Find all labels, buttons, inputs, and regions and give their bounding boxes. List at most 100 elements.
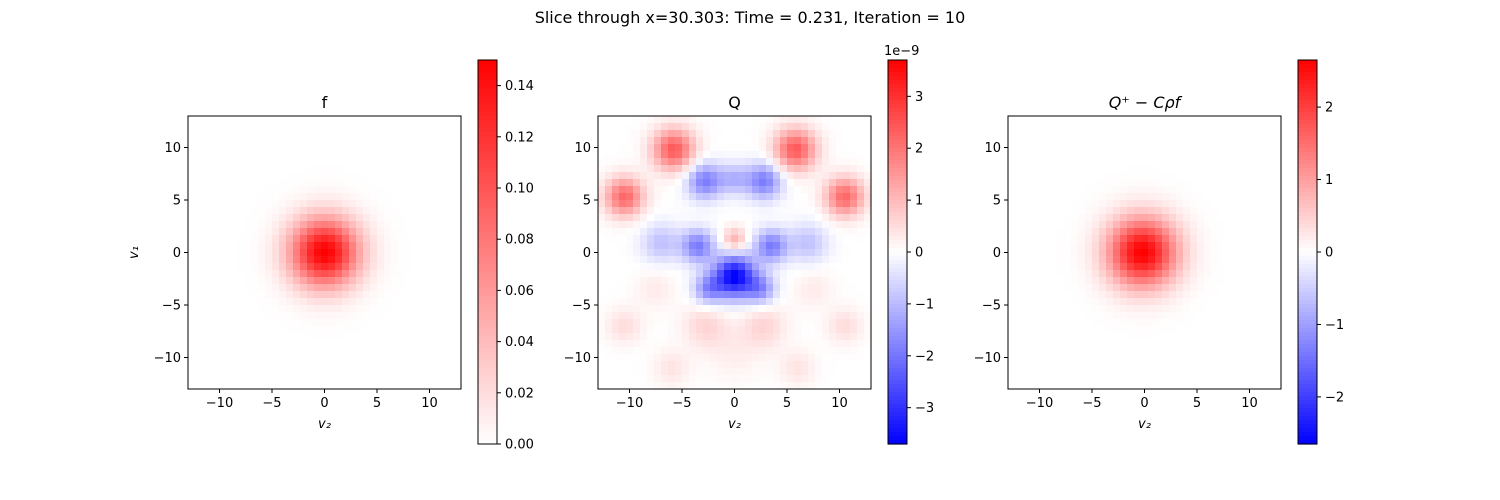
heatmap-cell xyxy=(202,144,210,152)
heatmap-cell xyxy=(342,165,350,173)
colorbar-segment xyxy=(888,328,907,333)
heatmap-cell xyxy=(745,221,753,229)
heatmap-cell xyxy=(223,333,231,341)
heatmap-cell xyxy=(237,256,245,264)
heatmap-cell xyxy=(1085,151,1093,159)
heatmap-cell xyxy=(696,165,704,173)
heatmap-cell xyxy=(1141,228,1149,236)
heatmap-cell xyxy=(328,382,336,390)
colorbar-tick-label: −3 xyxy=(915,401,934,416)
heatmap-cell xyxy=(1148,242,1156,250)
heatmap-cell xyxy=(1176,298,1184,306)
heatmap-cell xyxy=(223,151,231,159)
heatmap-cell xyxy=(426,207,434,215)
heatmap-cell xyxy=(1120,116,1128,124)
x-tick-label: 5 xyxy=(373,396,381,411)
heatmap-cell xyxy=(447,256,455,264)
colorbar-tick-label: 0.00 xyxy=(505,438,534,453)
heatmap-cell xyxy=(293,326,301,334)
heatmap-cell xyxy=(1239,354,1247,362)
heatmap-cell xyxy=(780,256,788,264)
heatmap-cell xyxy=(1211,305,1219,313)
heatmap-cell xyxy=(258,298,266,306)
heatmap-cell xyxy=(1036,179,1044,187)
heatmap-cell xyxy=(647,214,655,222)
heatmap-cell xyxy=(1225,151,1233,159)
heatmap-cell xyxy=(314,361,322,369)
heatmap-cell xyxy=(216,193,224,201)
colorbar-segment xyxy=(888,208,907,213)
heatmap-cell xyxy=(1008,368,1016,376)
heatmap-cell xyxy=(815,179,823,187)
heatmap-cell xyxy=(857,144,865,152)
heatmap-cell xyxy=(773,186,781,194)
heatmap-cell xyxy=(1260,375,1268,383)
heatmap-cell xyxy=(1043,144,1051,152)
heatmap-cell xyxy=(272,158,280,166)
heatmap-cell xyxy=(738,368,746,376)
heatmap-cell xyxy=(752,284,760,292)
heatmap-cell xyxy=(654,228,662,236)
heatmap-cell xyxy=(794,347,802,355)
heatmap-cell xyxy=(668,200,676,208)
heatmap-cell xyxy=(188,298,196,306)
heatmap-cell xyxy=(293,270,301,278)
heatmap-cell xyxy=(286,123,294,131)
heatmap-cell xyxy=(857,319,865,327)
heatmap-cell xyxy=(405,242,413,250)
heatmap-cell xyxy=(209,123,217,131)
heatmap-cell xyxy=(405,326,413,334)
heatmap-cell xyxy=(682,179,690,187)
heatmap-cell xyxy=(752,228,760,236)
heatmap-cell xyxy=(745,172,753,180)
heatmap-cell xyxy=(1099,116,1107,124)
heatmap-cell xyxy=(1113,123,1121,131)
heatmap-cell xyxy=(682,284,690,292)
heatmap-cell xyxy=(1148,326,1156,334)
heatmap-cell xyxy=(794,116,802,124)
heatmap-cell xyxy=(773,165,781,173)
heatmap-cell xyxy=(251,165,259,173)
heatmap-cell xyxy=(633,347,641,355)
heatmap-cell xyxy=(745,179,753,187)
heatmap-cell xyxy=(864,221,872,229)
heatmap-cell xyxy=(426,158,434,166)
heatmap-cell xyxy=(307,200,315,208)
heatmap-cell xyxy=(1169,242,1177,250)
heatmap-cell xyxy=(433,186,441,194)
heatmap-cell xyxy=(717,242,725,250)
heatmap-cell xyxy=(724,235,732,243)
heatmap-cell xyxy=(710,333,718,341)
heatmap-cell xyxy=(689,319,697,327)
heatmap-cell xyxy=(682,207,690,215)
heatmap-cell xyxy=(370,221,378,229)
heatmap-cell xyxy=(815,158,823,166)
heatmap-cell xyxy=(1218,284,1226,292)
heatmap-cell xyxy=(356,305,364,313)
heatmap-cell xyxy=(1169,375,1177,383)
heatmap-cell xyxy=(300,242,308,250)
heatmap-cell xyxy=(1036,137,1044,145)
heatmap-cell xyxy=(384,172,392,180)
heatmap-cell xyxy=(1043,284,1051,292)
heatmap-cell xyxy=(1169,354,1177,362)
heatmap-cell xyxy=(1057,284,1065,292)
heatmap-cell xyxy=(251,179,259,187)
heatmap-cell xyxy=(1015,172,1023,180)
heatmap-cell xyxy=(696,382,704,390)
colorbar-segment xyxy=(1298,340,1317,345)
heatmap-cell xyxy=(293,242,301,250)
colorbar-segment xyxy=(888,136,907,141)
heatmap-cell xyxy=(696,361,704,369)
heatmap-cell xyxy=(696,340,704,348)
heatmap-cell xyxy=(626,333,634,341)
heatmap-cell xyxy=(836,207,844,215)
heatmap-cell xyxy=(612,214,620,222)
heatmap-cell xyxy=(1253,221,1261,229)
heatmap-cell xyxy=(209,221,217,229)
heatmap-cell xyxy=(1085,144,1093,152)
heatmap-cell xyxy=(1274,200,1282,208)
heatmap-cell xyxy=(440,382,448,390)
heatmap-cell xyxy=(654,382,662,390)
